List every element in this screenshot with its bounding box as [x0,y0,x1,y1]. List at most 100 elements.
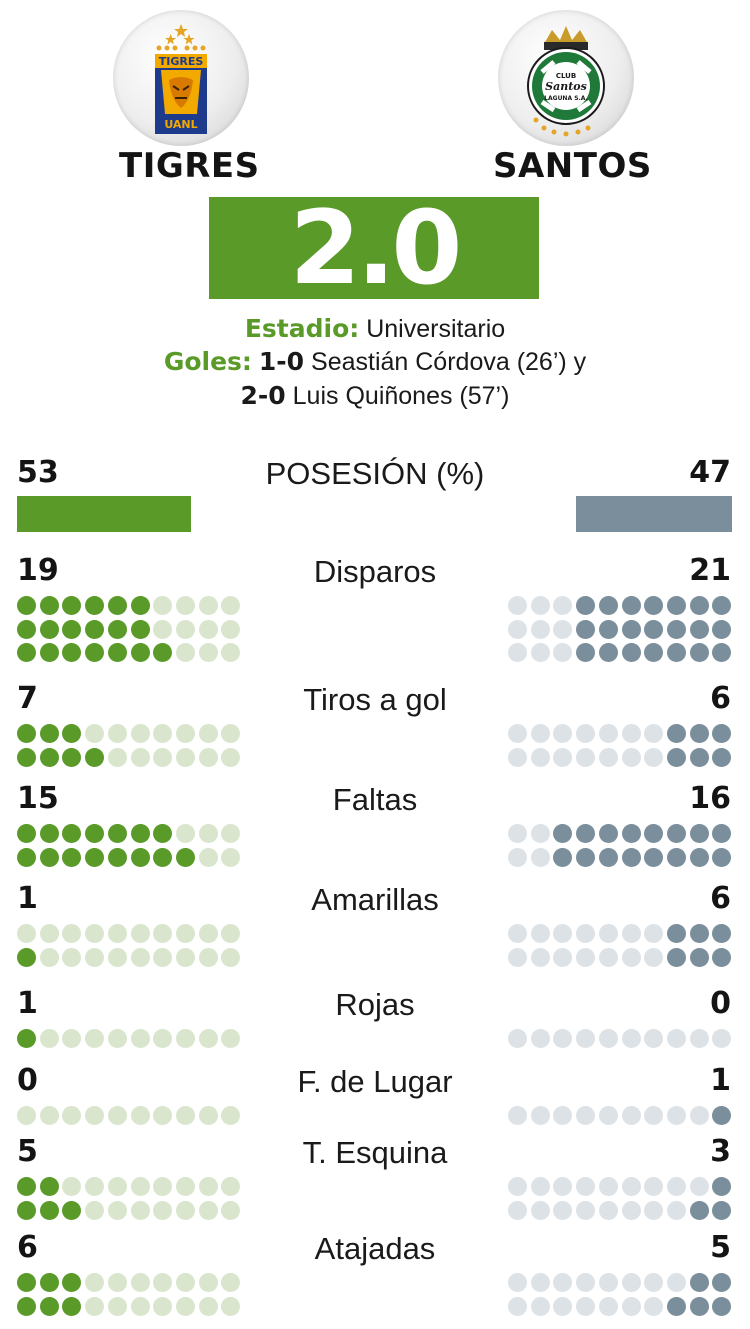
home-dot-empty [198,596,218,615]
home-dot-empty [221,596,241,615]
home-dot-empty [107,947,127,967]
away-dot-filled [576,824,596,843]
away-dot-filled [712,847,732,867]
stat-label-atajadas: Atajadas [314,1231,436,1266]
home-dot-empty [221,1200,241,1220]
santos-logo-text-laguna: LAGUNA S.A. [544,95,588,102]
home-dot-empty [175,1106,195,1125]
away-dot-empty [644,1177,664,1196]
home-dot-filled [39,747,59,767]
home-dot-filled [62,1296,82,1316]
home-dot-filled [85,643,105,662]
away-dot-empty [530,847,550,867]
home-dot-empty [198,1200,218,1220]
home-dot-empty [62,924,82,943]
away-dot-filled [644,824,664,843]
home-dot-filled [130,619,150,639]
home-dot-empty [175,824,195,843]
possession-home-value: 53 [17,455,59,490]
stat-label-amarillas: Amarillas [311,882,439,917]
away-dot-empty [576,1106,596,1125]
away-dot-filled [644,847,664,867]
away-dot-empty [598,1273,618,1292]
stat-label-f-de-lugar: F. de Lugar [297,1064,453,1099]
away-dot-empty [598,1106,618,1125]
away-dot-empty [621,1273,641,1292]
away-dot-empty [508,1177,527,1196]
away-dot-empty [644,1296,664,1316]
home-team-name: TIGRES [119,146,260,186]
home-dot-empty [130,1200,150,1220]
home-dot-empty [85,947,105,967]
away-dot-empty [553,924,573,943]
home-dot-empty [221,847,241,867]
stat-home-value-t-esquina: 5 [17,1134,38,1169]
home-dot-filled [17,947,36,967]
away-dot-filled [666,1296,686,1316]
home-dot-empty [221,1273,241,1292]
away-dot-empty [508,824,527,843]
goal2-score: 2-0 [240,381,286,410]
home-dot-filled [39,619,59,639]
home-dot-empty [85,1200,105,1220]
home-dot-filled [17,824,36,843]
home-dot-filled [39,596,59,615]
away-dot-filled [712,1273,732,1292]
away-dot-filled [576,619,596,639]
home-dot-empty [62,947,82,967]
away-dot-filled [666,747,686,767]
home-dot-empty [107,924,127,943]
away-dot-filled [666,643,686,662]
home-dot-empty [221,747,241,767]
home-dot-empty [107,1200,127,1220]
home-dot-empty [198,947,218,967]
away-dot-empty [644,1273,664,1292]
away-dot-filled [689,643,709,662]
home-dot-filled [39,724,59,743]
home-dot-empty [130,924,150,943]
home-dot-empty [107,747,127,767]
away-dot-empty [508,1273,527,1292]
home-dot-empty [62,1029,82,1048]
home-dot-empty [198,724,218,743]
home-dot-empty [221,1106,241,1125]
away-dot-empty [666,1177,686,1196]
home-dot-empty [107,1106,127,1125]
away-dot-filled [666,724,686,743]
away-dot-filled [621,619,641,639]
home-dot-filled [62,847,82,867]
home-dot-empty [221,1296,241,1316]
away-dot-empty [644,1200,664,1220]
away-dot-filled [644,619,664,639]
home-dot-empty [62,1106,82,1125]
tigres-logo-text-top: TIGRES [159,55,204,68]
away-dot-filled [621,596,641,615]
home-dot-filled [39,643,59,662]
away-dot-empty [576,1273,596,1292]
away-dot-empty [598,747,618,767]
away-dot-empty [530,643,550,662]
away-dot-filled [644,643,664,662]
away-dot-empty [598,1200,618,1220]
santos-crest-icon: CLUB Santos LAGUNA S.A. [498,10,634,146]
home-dot-empty [175,1273,195,1292]
home-dot-empty [153,1200,173,1220]
away-dot-empty [666,1273,686,1292]
stat-label-faltas: Faltas [332,782,418,817]
home-dot-empty [175,1177,195,1196]
home-dot-empty [221,643,241,662]
home-dot-filled [17,1177,36,1196]
stadium-value: Universitario [366,315,506,343]
home-dot-empty [85,1296,105,1316]
away-dot-empty [530,619,550,639]
away-dot-empty [576,1296,596,1316]
home-dot-filled [17,1029,36,1048]
away-dot-empty [530,724,550,743]
away-dot-filled [598,643,618,662]
away-dot-empty [689,1029,709,1048]
away-dot-filled [553,847,573,867]
home-dot-empty [107,1296,127,1316]
away-dot-filled [666,596,686,615]
home-dot-empty [130,1177,150,1196]
home-dot-empty [130,724,150,743]
